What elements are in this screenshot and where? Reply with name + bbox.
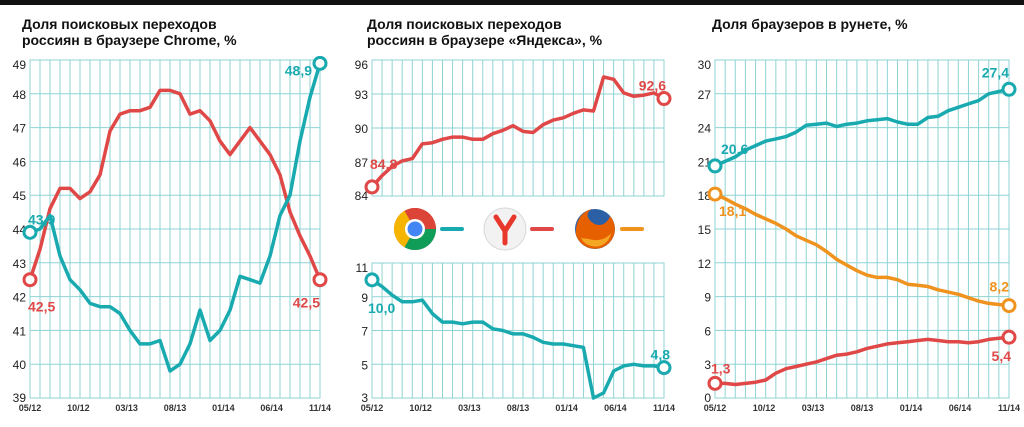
yandex-chart-bottom-x-tick-label: 11/14 (653, 403, 675, 413)
yandex-share-chart: 84 87 90 93 96 84,8 92,6 3 5 7 9 11 05/12 10/12 03/13 0… (355, 58, 675, 413)
yandex-chart-bottom-y-tick-label: 7 (361, 325, 368, 339)
runet-chart-x-tick-label: 01/14 (900, 403, 923, 413)
browser-legend (393, 207, 644, 251)
yandex-chart-top-y-tick-label: 84 (355, 189, 369, 203)
top-rule (0, 0, 1024, 5)
runet-chart-y-tick-label: 30 (698, 58, 712, 72)
chart-1-title-line-1: Доля поисковых переходов (22, 16, 217, 32)
yandex-icon (483, 207, 527, 251)
runet-chart-end-marker (1001, 298, 1017, 314)
runet-chart-x-tick-label: 05/12 (704, 403, 727, 413)
chrome-icon (393, 207, 436, 251)
runet-chart-y-tick-label: 6 (704, 324, 711, 338)
yandex-chart-top-end-marker (656, 91, 672, 107)
runet-chart-start-marker (707, 186, 723, 202)
chrome-chart-start-label: 43,9 (28, 211, 55, 227)
yandex-chart-bottom-y-tick-label: 3 (361, 391, 368, 405)
chrome-chart-x-tick-label: 05/12 (19, 403, 42, 413)
runet-chart-start-label: 1,3 (711, 360, 731, 376)
yandex-chart-bottom-x-tick-label: 03/13 (458, 403, 481, 413)
yandex-chart-top-y-tick-label: 87 (355, 156, 369, 170)
runet-chart-series-line (713, 192, 1011, 308)
yandex-chart-top-y-tick-label: 96 (355, 58, 369, 72)
yandex-chart-bottom-end-label: 4,8 (651, 347, 671, 363)
runet-chart-start-label: 18,1 (719, 203, 746, 219)
yandex-chart-top-y-tick-label: 90 (355, 122, 369, 136)
runet-chart-x-tick-label: 11/14 (998, 403, 1020, 413)
yandex-chart-bottom-x-tick-label: 05/12 (361, 403, 384, 413)
runet-chart-start-label: 20,6 (721, 141, 748, 157)
yandex-chart-bottom-y-tick-label: 11 (356, 261, 369, 275)
yandex-chart-top-y-tick-label: 93 (355, 88, 369, 102)
runet-chart-end-label: 27,4 (982, 64, 1009, 80)
chrome-chart-x-tick-label: 11/14 (309, 403, 331, 413)
yandex-chart-top-start-marker (364, 179, 380, 195)
chrome-chart-y-tick-label: 42 (13, 291, 27, 305)
runet-chart-end-label: 5,4 (992, 348, 1012, 364)
yandex-chart-top-end-label: 92,6 (639, 78, 666, 94)
chrome-chart-start-marker (22, 272, 38, 288)
chrome-chart-y-tick-label: 43 (13, 257, 27, 271)
yandex-chart-bottom-start-label: 10,0 (368, 300, 395, 316)
chrome-chart-y-tick-label: 48 (13, 88, 27, 102)
chrome-chart-x-tick-label: 03/13 (115, 403, 138, 413)
chrome-chart-y-tick-label: 47 (13, 122, 27, 136)
chrome-chart-end-label: 42,5 (293, 295, 320, 311)
runet-chart-y-tick-label: 15 (698, 223, 712, 237)
yandex-chart-bottom-x-tick-label: 06/14 (604, 403, 627, 413)
yandex-chart-bottom-start-marker (364, 272, 380, 288)
chrome-chart-start-marker (22, 224, 38, 240)
chrome-chart-start-label: 42,5 (28, 299, 55, 315)
chart-2-title-line-1: Доля поисковых переходов (367, 16, 562, 32)
chrome-chart-y-tick-label: 41 (13, 324, 27, 338)
chrome-chart-x-tick-label: 08/13 (164, 403, 187, 413)
runet-chart-end-marker (1001, 329, 1017, 345)
runet-chart-y-tick-label: 27 (698, 88, 712, 102)
runet-chart-x-tick-label: 03/13 (802, 403, 825, 413)
yandex-chart-bottom-y-tick-label: 9 (361, 291, 368, 305)
runet-chart-y-tick-label: 12 (698, 257, 712, 271)
yandex-chart-bottom-end-marker (656, 360, 672, 376)
runet-chart-end-marker (1001, 81, 1017, 97)
runet-chart-x-tick-label: 10/12 (753, 403, 776, 413)
chrome-chart-y-tick-label: 45 (13, 189, 27, 203)
runet-chart-y-tick-label: 3 (704, 358, 711, 372)
chrome-chart-y-tick-label: 46 (13, 155, 27, 169)
chart-2-title-line-2: россиян в браузере «Яндекса», % (367, 32, 603, 48)
runet-chart-y-tick-label: 24 (698, 122, 712, 136)
chrome-chart-end-marker (312, 272, 328, 288)
yandex-chart-top-series-line (370, 75, 666, 189)
chrome-chart-y-tick-label: 40 (13, 358, 27, 372)
chrome-chart-x-tick-label: 01/14 (212, 403, 235, 413)
chrome-chart-end-marker (312, 55, 328, 71)
chart-3-title: Доля браузеров в рунете, % (712, 16, 908, 32)
runet-chart-x-tick-label: 08/13 (851, 403, 874, 413)
yandex-chart-bottom-y-tick-label: 5 (361, 358, 368, 372)
runet-chart-series-line (713, 87, 1011, 168)
runet-chart-y-tick-label: 9 (704, 291, 711, 305)
chrome-chart-series-line (28, 61, 322, 373)
firefox-icon (575, 209, 615, 249)
runet-chart-start-marker (707, 375, 723, 391)
chrome-chart-x-tick-label: 06/14 (260, 403, 283, 413)
chrome-chart-y-tick-label: 39 (13, 391, 27, 405)
yandex-chart-bottom-series-line (370, 278, 666, 400)
chrome-chart-x-tick-label: 10/12 (67, 403, 90, 413)
runet-chart-x-tick-label: 06/14 (949, 403, 972, 413)
chart-1-title-line-2: россиян в браузере Chrome, % (22, 32, 237, 48)
yandex-chart-bottom-x-tick-label: 01/14 (555, 403, 578, 413)
runet-chart-series-line (713, 335, 1011, 387)
chrome-chart-y-tick-label: 49 (13, 58, 27, 72)
chrome-chart-series-line (28, 88, 322, 282)
yandex-chart-bottom-x-tick-label: 08/13 (507, 403, 530, 413)
chrome-chart-end-label: 48,9 (285, 62, 312, 78)
yandex-chart-top-start-label: 84,8 (370, 156, 397, 172)
runet-chart-y-tick-label: 0 (704, 391, 711, 405)
yandex-chart-bottom-x-tick-label: 10/12 (409, 403, 432, 413)
runet-chart-end-label: 8,2 (990, 279, 1010, 295)
runet-chart-start-marker (707, 158, 723, 174)
